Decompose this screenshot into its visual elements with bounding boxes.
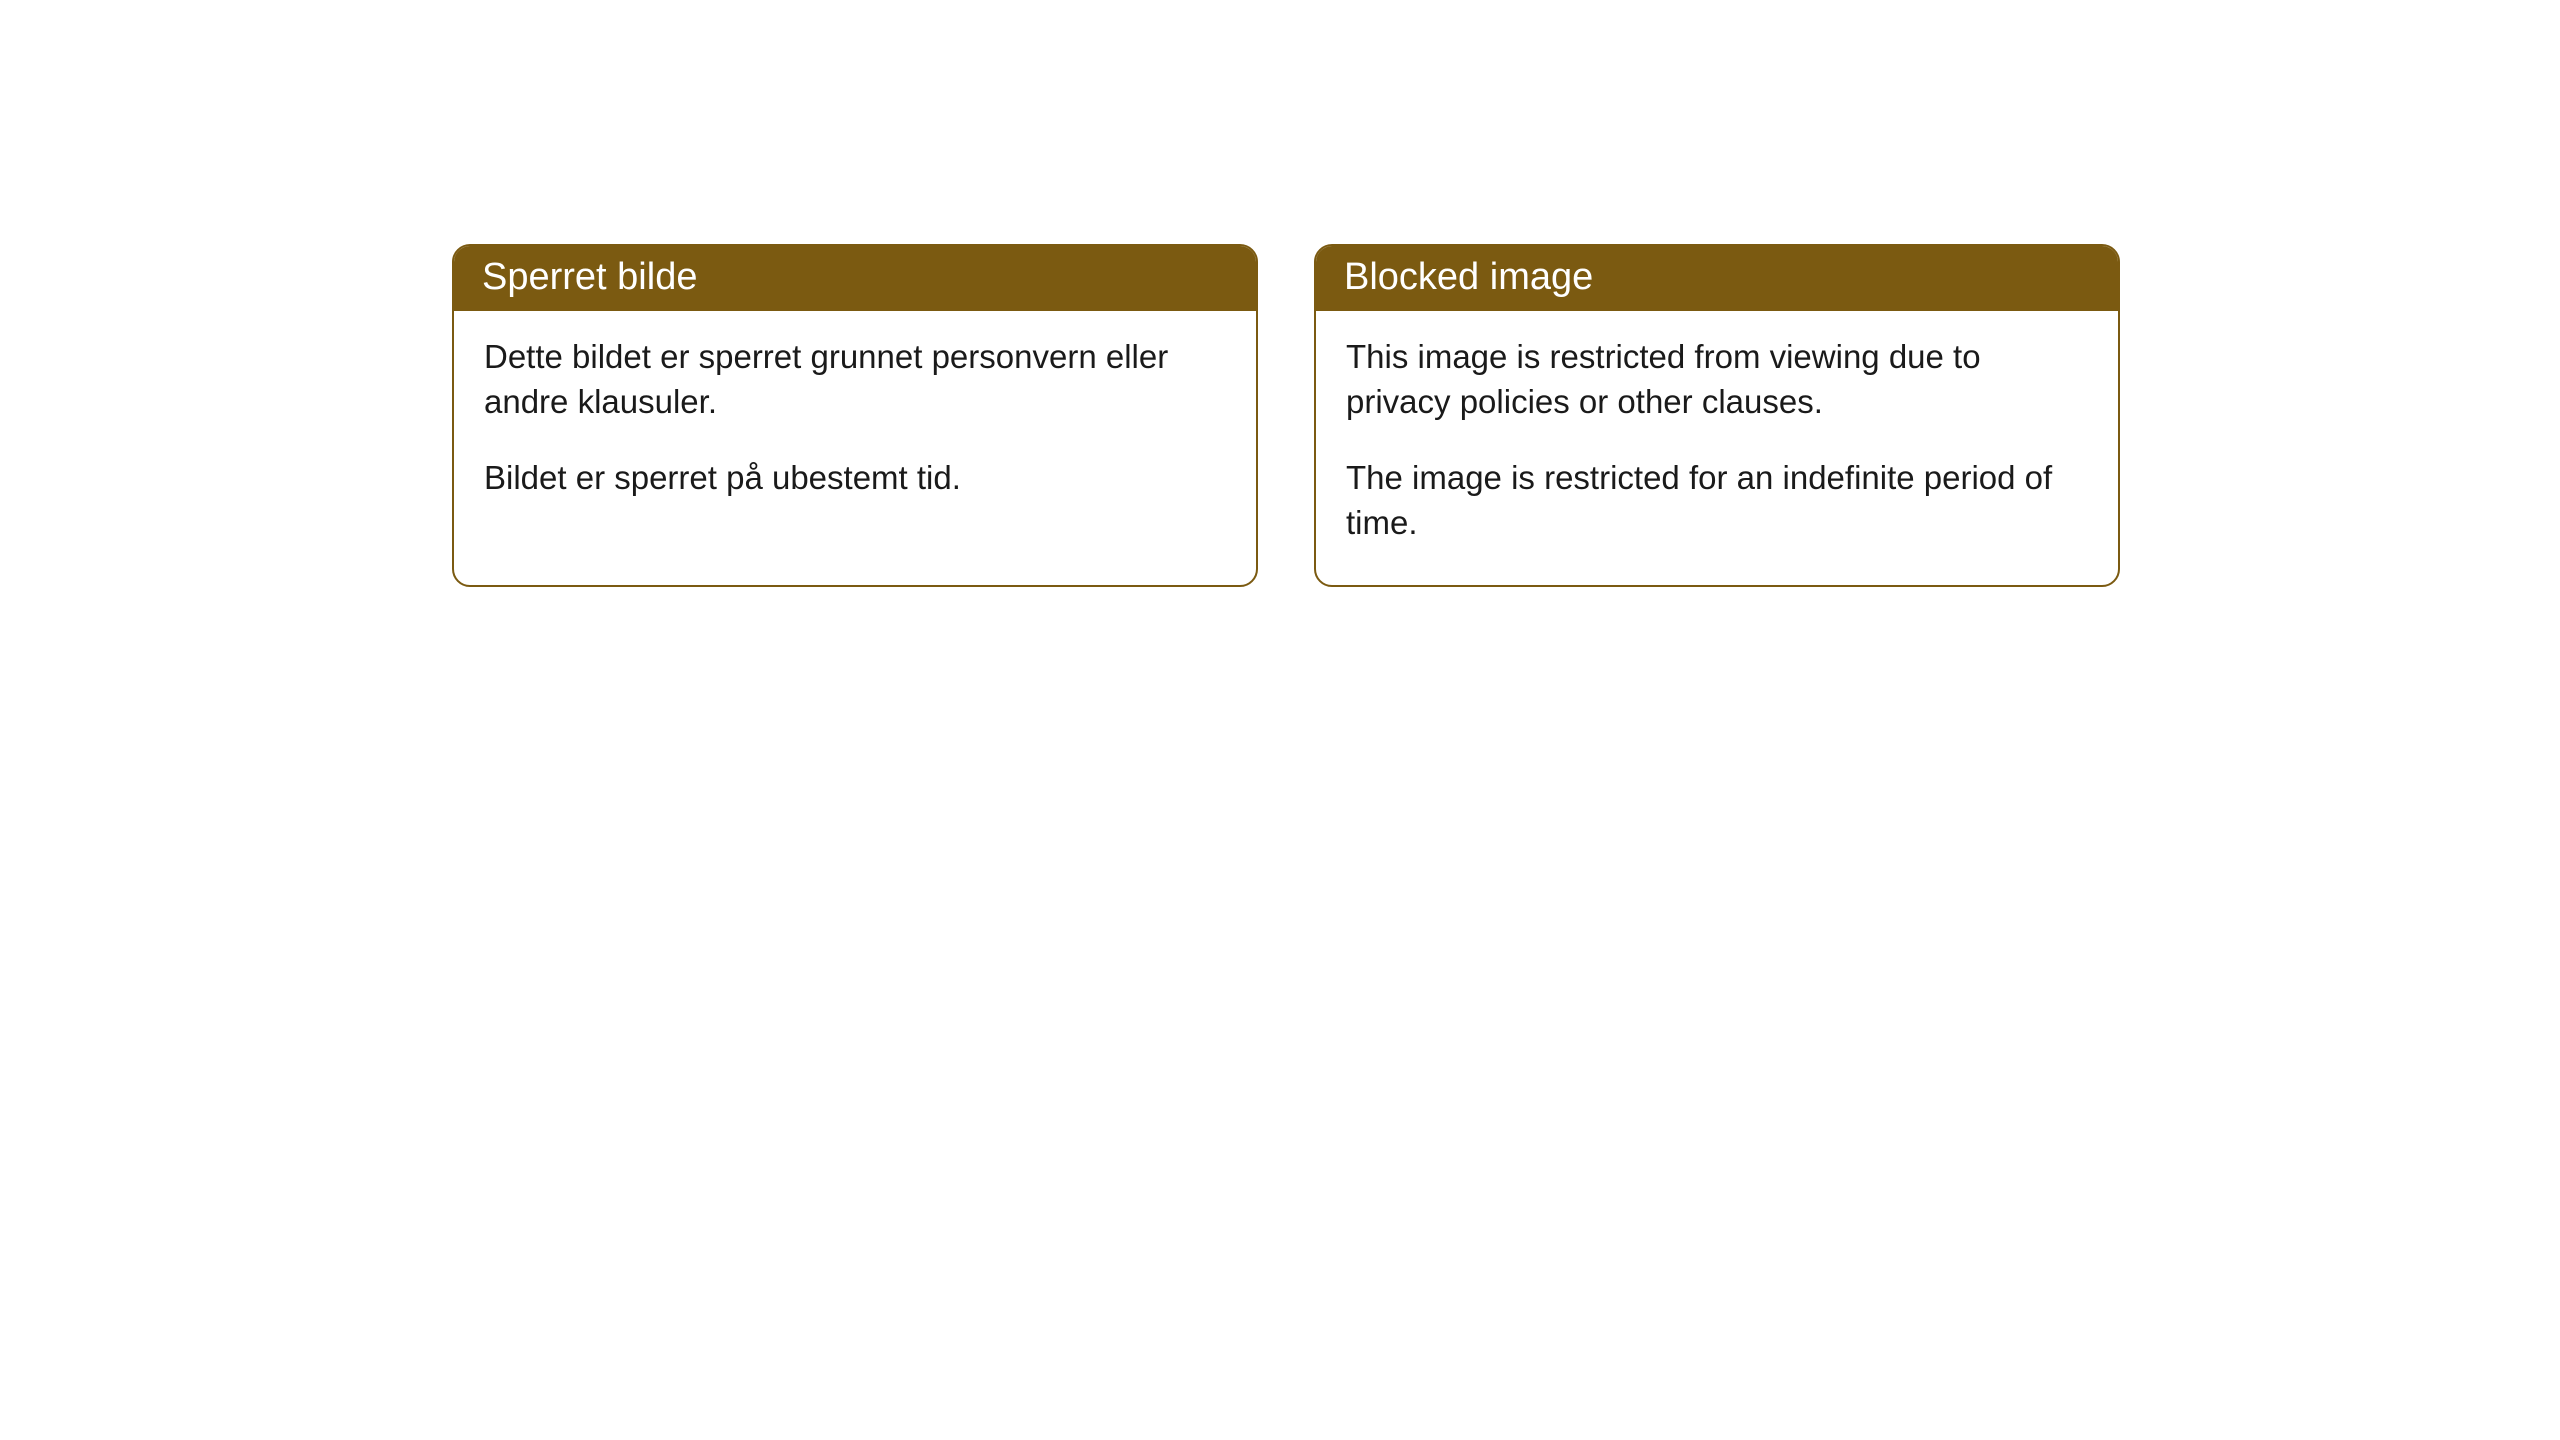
card-body: This image is restricted from viewing du… <box>1316 311 2118 585</box>
blocked-image-card-en: Blocked image This image is restricted f… <box>1314 244 2120 587</box>
card-paragraph: This image is restricted from viewing du… <box>1346 335 2088 424</box>
card-paragraph: Dette bildet er sperret grunnet personve… <box>484 335 1226 424</box>
card-header: Sperret bilde <box>454 246 1256 311</box>
card-body: Dette bildet er sperret grunnet personve… <box>454 311 1256 541</box>
card-header: Blocked image <box>1316 246 2118 311</box>
notice-cards-container: Sperret bilde Dette bildet er sperret gr… <box>0 0 2560 587</box>
card-paragraph: The image is restricted for an indefinit… <box>1346 456 2088 545</box>
blocked-image-card-no: Sperret bilde Dette bildet er sperret gr… <box>452 244 1258 587</box>
card-paragraph: Bildet er sperret på ubestemt tid. <box>484 456 1226 501</box>
